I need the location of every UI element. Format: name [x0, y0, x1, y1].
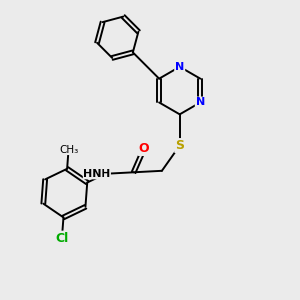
Text: CH₃: CH₃ — [59, 145, 78, 154]
Text: N: N — [175, 62, 184, 72]
Text: S: S — [175, 139, 184, 152]
Text: N: N — [196, 98, 205, 107]
Text: HN: HN — [83, 169, 102, 179]
Text: H: H — [101, 169, 110, 179]
Text: O: O — [139, 142, 149, 155]
Text: Cl: Cl — [55, 232, 68, 244]
